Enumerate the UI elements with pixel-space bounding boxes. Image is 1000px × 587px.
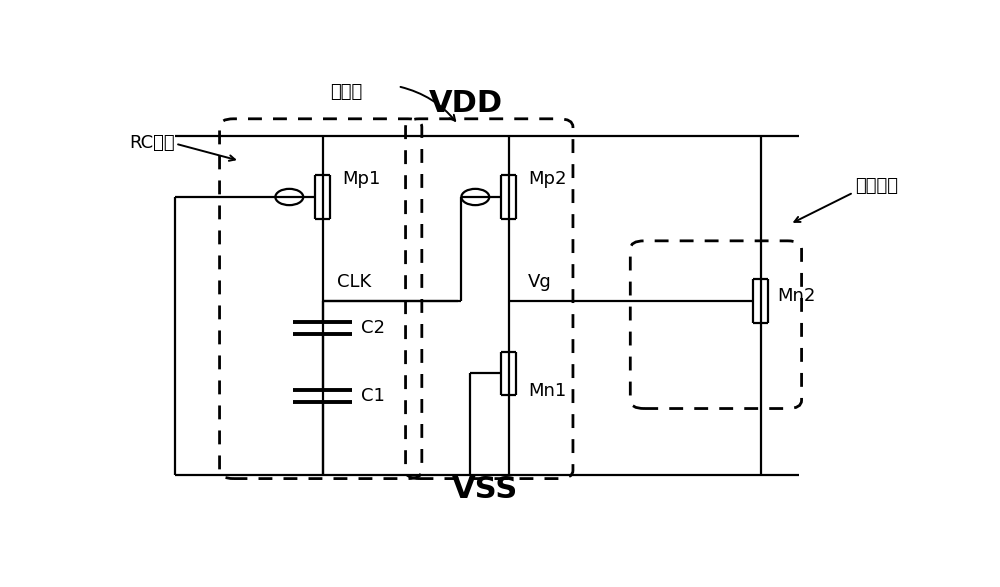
Text: Mn2: Mn2 <box>778 288 816 305</box>
Text: Mn1: Mn1 <box>528 382 566 400</box>
Text: C2: C2 <box>361 319 385 337</box>
Text: CLK: CLK <box>337 273 371 291</box>
Text: RC网络: RC网络 <box>129 134 175 152</box>
Text: 算位器件: 算位器件 <box>855 177 898 195</box>
Text: Mp2: Mp2 <box>528 170 566 188</box>
Text: VDD: VDD <box>429 89 503 117</box>
Text: C1: C1 <box>361 387 385 405</box>
Text: 反相器: 反相器 <box>330 83 362 100</box>
Text: Mp1: Mp1 <box>342 170 380 188</box>
Text: Vg: Vg <box>528 273 552 291</box>
Text: VSS: VSS <box>452 475 518 504</box>
